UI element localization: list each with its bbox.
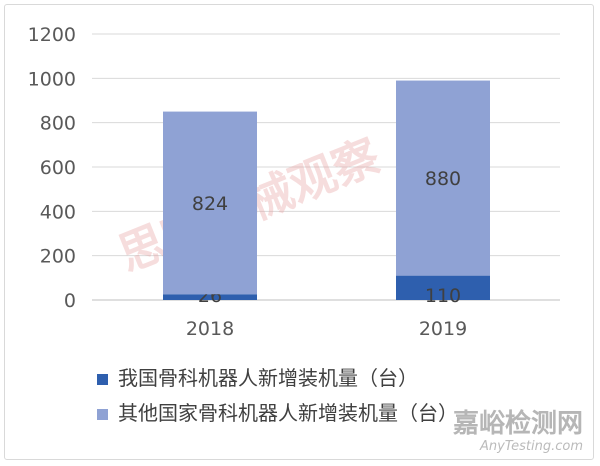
bar-segment — [163, 111, 257, 295]
y-tick-label: 600 — [40, 157, 76, 179]
y-tick-label: 200 — [40, 246, 76, 268]
bar-segment — [396, 80, 490, 276]
legend-swatch — [97, 374, 108, 385]
y-tick-label: 1200 — [28, 24, 76, 46]
data-label: 110 — [425, 285, 461, 307]
data-label: 824 — [192, 193, 228, 215]
x-tick-label: 2019 — [419, 318, 467, 340]
site-watermark-name: 嘉峪检测网 — [453, 408, 583, 439]
legend-label: 其他国家骨科机器人新增装机量（台） — [118, 401, 458, 425]
data-label: 880 — [425, 168, 461, 190]
bar-segment — [396, 275, 490, 300]
legend-swatch — [97, 409, 108, 420]
site-watermark-url: AnyTesting.com — [479, 439, 583, 454]
y-tick-label: 1000 — [28, 68, 76, 90]
legend-label: 我国骨科机器人新增装机量（台） — [118, 366, 418, 390]
y-tick-label: 400 — [40, 201, 76, 223]
y-tick-label: 800 — [40, 113, 76, 135]
x-tick-label: 2018 — [186, 318, 234, 340]
y-tick-label: 0 — [64, 290, 76, 312]
bar-segment — [163, 294, 257, 300]
